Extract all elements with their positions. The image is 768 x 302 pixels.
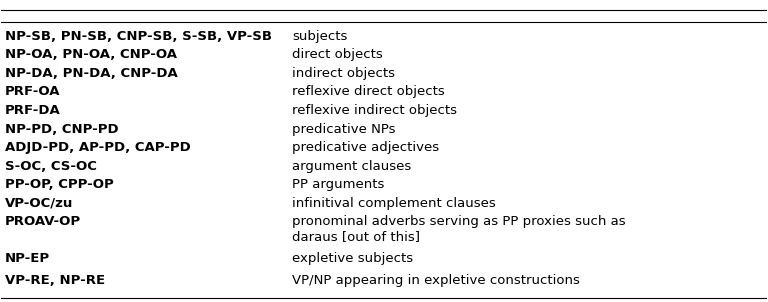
Text: PP-OP, CPP-OP: PP-OP, CPP-OP bbox=[5, 178, 114, 191]
Text: indirect objects: indirect objects bbox=[292, 67, 396, 80]
Text: expletive subjects: expletive subjects bbox=[292, 252, 413, 265]
Text: NP-SB, PN-SB, CNP-SB, S-SB, VP-SB: NP-SB, PN-SB, CNP-SB, S-SB, VP-SB bbox=[5, 30, 272, 43]
Text: reflexive direct objects: reflexive direct objects bbox=[292, 85, 445, 98]
Text: infinitival complement clauses: infinitival complement clauses bbox=[292, 197, 496, 210]
Text: argument clauses: argument clauses bbox=[292, 160, 412, 173]
Text: NP-EP: NP-EP bbox=[5, 252, 51, 265]
Text: PROAV-OP: PROAV-OP bbox=[5, 215, 81, 228]
Text: ADJD-PD, AP-PD, CAP-PD: ADJD-PD, AP-PD, CAP-PD bbox=[5, 141, 191, 154]
Text: reflexive indirect objects: reflexive indirect objects bbox=[292, 104, 457, 117]
Text: direct objects: direct objects bbox=[292, 48, 383, 61]
Text: predicative adjectives: predicative adjectives bbox=[292, 141, 439, 154]
Text: S-OC, CS-OC: S-OC, CS-OC bbox=[5, 160, 97, 173]
Text: pronominal adverbs serving as PP proxies such as
daraus [out of this]: pronominal adverbs serving as PP proxies… bbox=[292, 215, 626, 243]
Text: predicative NPs: predicative NPs bbox=[292, 123, 396, 136]
Text: VP/NP appearing in expletive constructions: VP/NP appearing in expletive constructio… bbox=[292, 274, 580, 287]
Text: NP-PD, CNP-PD: NP-PD, CNP-PD bbox=[5, 123, 119, 136]
Text: PRF-DA: PRF-DA bbox=[5, 104, 61, 117]
Text: VP-RE, NP-RE: VP-RE, NP-RE bbox=[5, 274, 105, 287]
Text: PRF-OA: PRF-OA bbox=[5, 85, 61, 98]
Text: VP-OC/zu: VP-OC/zu bbox=[5, 197, 74, 210]
Text: PP arguments: PP arguments bbox=[292, 178, 385, 191]
Text: NP-OA, PN-OA, CNP-OA: NP-OA, PN-OA, CNP-OA bbox=[5, 48, 177, 61]
Text: NP-DA, PN-DA, CNP-DA: NP-DA, PN-DA, CNP-DA bbox=[5, 67, 178, 80]
Text: subjects: subjects bbox=[292, 30, 348, 43]
